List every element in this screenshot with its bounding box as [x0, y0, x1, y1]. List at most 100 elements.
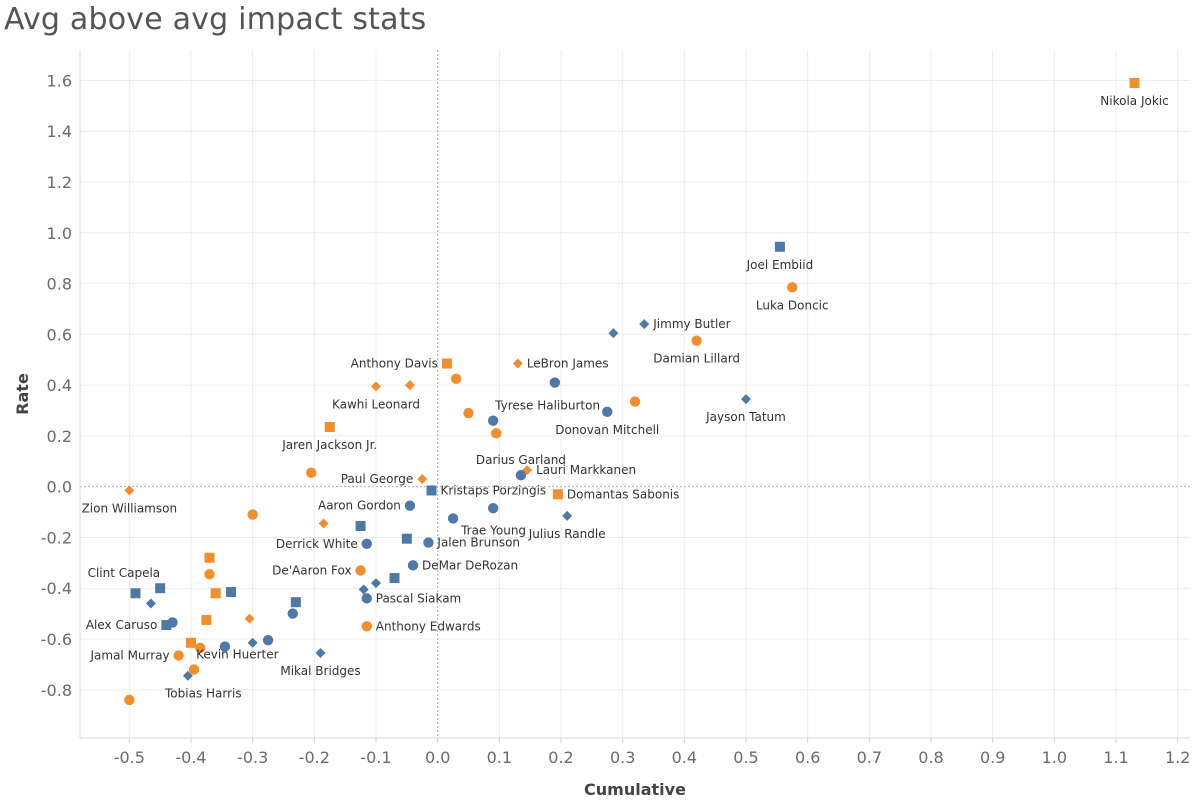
data-point-square — [155, 583, 166, 594]
data-point-circle — [188, 664, 200, 675]
point-label: Darius Garland — [476, 453, 566, 467]
point-label: Joel Embiid — [746, 258, 814, 272]
x-tick-label: 0.8 — [918, 748, 943, 767]
point-label: Damian Lillard — [653, 352, 740, 366]
data-point-square — [1129, 78, 1140, 89]
x-tick-label: 0.7 — [857, 748, 882, 767]
data-point-circle — [195, 642, 206, 654]
data-point-circle — [355, 565, 366, 576]
point-label: Mikal Bridges — [280, 664, 360, 678]
point-label: Tobias Harris — [164, 687, 242, 701]
data-point-diamond — [741, 394, 751, 405]
point-label: Julius Randle — [528, 527, 606, 541]
data-point-diamond — [404, 380, 415, 391]
point-label: Jalen Brunson — [436, 536, 520, 550]
tick-labels: -0.5 -0.4 -0.3 -0.2 -0.1 0.0 0.1 0.2 0.3 0.4 0.5 0.… — [41, 71, 1191, 767]
data-point-diamond — [512, 358, 523, 369]
point-label: Nikola Jokic — [1100, 94, 1168, 108]
y-tick-label: 0.8 — [47, 275, 72, 294]
point-label: Jaren Jackson Jr. — [281, 438, 377, 452]
x-tick-label: -0.1 — [360, 748, 391, 767]
y-tick-label: 0.2 — [47, 427, 72, 446]
data-point-square — [355, 521, 366, 532]
data-point-circle — [515, 470, 527, 481]
data-point-square — [426, 485, 437, 496]
data-point-circle — [447, 513, 459, 524]
data-point-circle — [219, 641, 231, 652]
point-label: Anthony Edwards — [376, 619, 481, 633]
point-label: Pascal Siakam — [376, 591, 462, 605]
data-point-circle — [487, 503, 499, 514]
y-tick-label: -0.4 — [41, 579, 72, 598]
data-point-circle — [204, 569, 215, 580]
data-point-diamond — [358, 584, 369, 595]
y-tick-label: -0.8 — [41, 681, 72, 700]
data-point-circle — [691, 335, 702, 346]
point-label: Aaron Gordon — [318, 499, 401, 513]
x-tick-label: 0.0 — [425, 748, 450, 767]
data-point-circle — [487, 415, 499, 426]
y-tick-label: 0.0 — [47, 478, 72, 497]
data-point-circle — [463, 407, 474, 419]
grid-lines — [80, 50, 1190, 738]
data-point-circle — [407, 560, 419, 571]
data-point-diamond — [315, 647, 326, 658]
point-label: Tyrese Haliburton — [494, 399, 600, 413]
y-tick-label: 1.4 — [47, 122, 72, 141]
x-tick-label: 0.2 — [548, 748, 573, 767]
data-point-diamond — [371, 381, 381, 392]
data-point-circle — [173, 650, 184, 661]
data-point-diamond — [639, 319, 650, 330]
y-tick-label: -0.2 — [41, 528, 72, 547]
point-label: Jamal Murray — [90, 648, 170, 662]
data-point-circle — [602, 406, 613, 417]
data-point-circle — [450, 373, 462, 384]
data-point-diamond — [562, 510, 573, 521]
point-label: Kevin Huerter — [196, 647, 279, 661]
data-point-diamond — [608, 328, 619, 339]
point-label: Kawhi Leonard — [332, 397, 420, 411]
x-tick-label: -0.4 — [175, 748, 206, 767]
data-point-circle — [787, 282, 798, 293]
data-point-circle — [361, 538, 372, 549]
axes — [79, 50, 1190, 743]
point-label: Clint Capela — [88, 566, 161, 580]
data-point-square — [552, 489, 563, 500]
data-point-square — [324, 422, 335, 433]
chart-title: Avg above avg impact stats — [4, 2, 427, 37]
point-label: DeMar DeRozan — [422, 558, 518, 572]
data-point-circle — [306, 467, 317, 478]
point-label: Anthony Davis — [351, 357, 438, 371]
y-tick-label: 1.6 — [47, 71, 72, 90]
data-point-circle — [549, 377, 561, 388]
y-axis-title: Rate — [13, 373, 32, 415]
data-point-square — [210, 588, 221, 599]
data-point-circle — [491, 428, 502, 439]
data-point-diamond — [247, 637, 258, 648]
point-label: Donovan Mitchell — [555, 423, 659, 437]
x-tick-label: 0.5 — [733, 748, 758, 767]
data-point-diamond — [182, 670, 193, 681]
x-tick-label: 0.6 — [795, 748, 820, 767]
data-points — [124, 78, 1140, 706]
data-point-circle — [262, 635, 274, 646]
x-tick-label: -0.3 — [237, 748, 268, 767]
point-labels: Nikola Jokic Joel Embiid Luka Doncic Jimmy … — [82, 94, 1169, 701]
data-point-circle — [423, 537, 434, 548]
point-label: De'Aaron Fox — [272, 563, 351, 577]
x-tick-label: 0.1 — [487, 748, 512, 767]
data-point-square — [186, 637, 196, 648]
data-point-circle — [361, 593, 372, 604]
data-point-square — [226, 587, 237, 598]
data-point-diamond — [145, 598, 156, 609]
data-point-diamond — [124, 485, 135, 496]
x-tick-label: -0.5 — [114, 748, 145, 767]
data-point-square — [161, 620, 172, 631]
point-label: Kristaps Porzingis — [441, 483, 547, 497]
x-tick-label: 0.4 — [672, 748, 697, 767]
data-point-square — [774, 241, 785, 252]
data-point-square — [401, 533, 412, 544]
data-point-circle — [124, 694, 135, 706]
x-tick-label: 1.0 — [1042, 748, 1067, 767]
